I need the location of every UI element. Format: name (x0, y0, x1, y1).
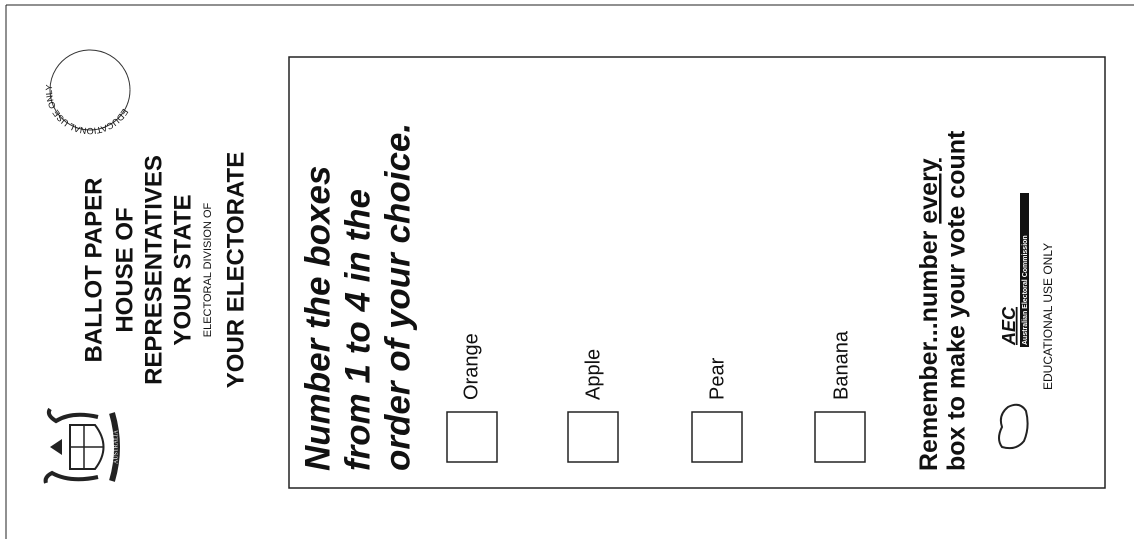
footer-line: box to make your vote count (943, 130, 971, 471)
coat-label: AUSTRALIA (113, 429, 119, 464)
header-line: REPRESENTATIVES (140, 155, 167, 385)
footer-emphasis: every (915, 158, 943, 223)
stamp-circle (49, 49, 131, 131)
header-line: HOUSE OF (111, 207, 138, 332)
electorate: YOUR ELECTORATE (222, 152, 249, 388)
vote-box[interactable] (567, 411, 619, 463)
vote-box[interactable] (691, 411, 743, 463)
instruction-line: order of your choice. (378, 123, 417, 471)
vote-box[interactable] (446, 411, 498, 463)
candidate-name: Orange (460, 333, 482, 400)
instruction-line: Number the boxes (298, 166, 337, 471)
ballot-frame (288, 56, 1106, 489)
footer-prefix: Remember...number (915, 230, 943, 471)
candidate-name: Apple (582, 349, 604, 400)
stamp-text-path: EDUCATIONAL USE ONLY (44, 84, 130, 135)
division-label: ELECTORAL DIVISION OF (202, 202, 214, 337)
header-line: YOUR STATE (169, 194, 196, 345)
stamp-text: EDUCATIONAL USE ONLY (44, 84, 130, 135)
candidate-name: Pear (706, 357, 728, 400)
candidate-name: Banana (830, 330, 852, 400)
logo-bar (1020, 193, 1029, 347)
logo-acronym: AEC (999, 306, 1019, 346)
coat-of-arms: AUSTRALIA (43, 407, 120, 484)
star (50, 439, 62, 455)
aec-logo: AEC Australian Electoral Commission EDUC… (998, 193, 1055, 450)
ballot-paper: EDUCATIONAL USE ONLY AUSTRALIA BALLOT PA… (43, 49, 1106, 489)
stamp: EDUCATIONAL USE ONLY (44, 49, 131, 136)
emu (46, 407, 99, 424)
scroll (109, 412, 120, 482)
vote-box[interactable] (814, 411, 866, 463)
map-outline (998, 403, 1029, 450)
logo-note: EDUCATIONAL USE ONLY (1041, 243, 1055, 390)
footer-line: Remember...number every (915, 158, 943, 471)
instruction-line: from 1 to 4 in the (338, 189, 377, 471)
header-line: BALLOT PAPER (80, 178, 107, 363)
kangaroo (43, 470, 99, 484)
logo-name: Australian Electoral Commission (1022, 235, 1029, 345)
